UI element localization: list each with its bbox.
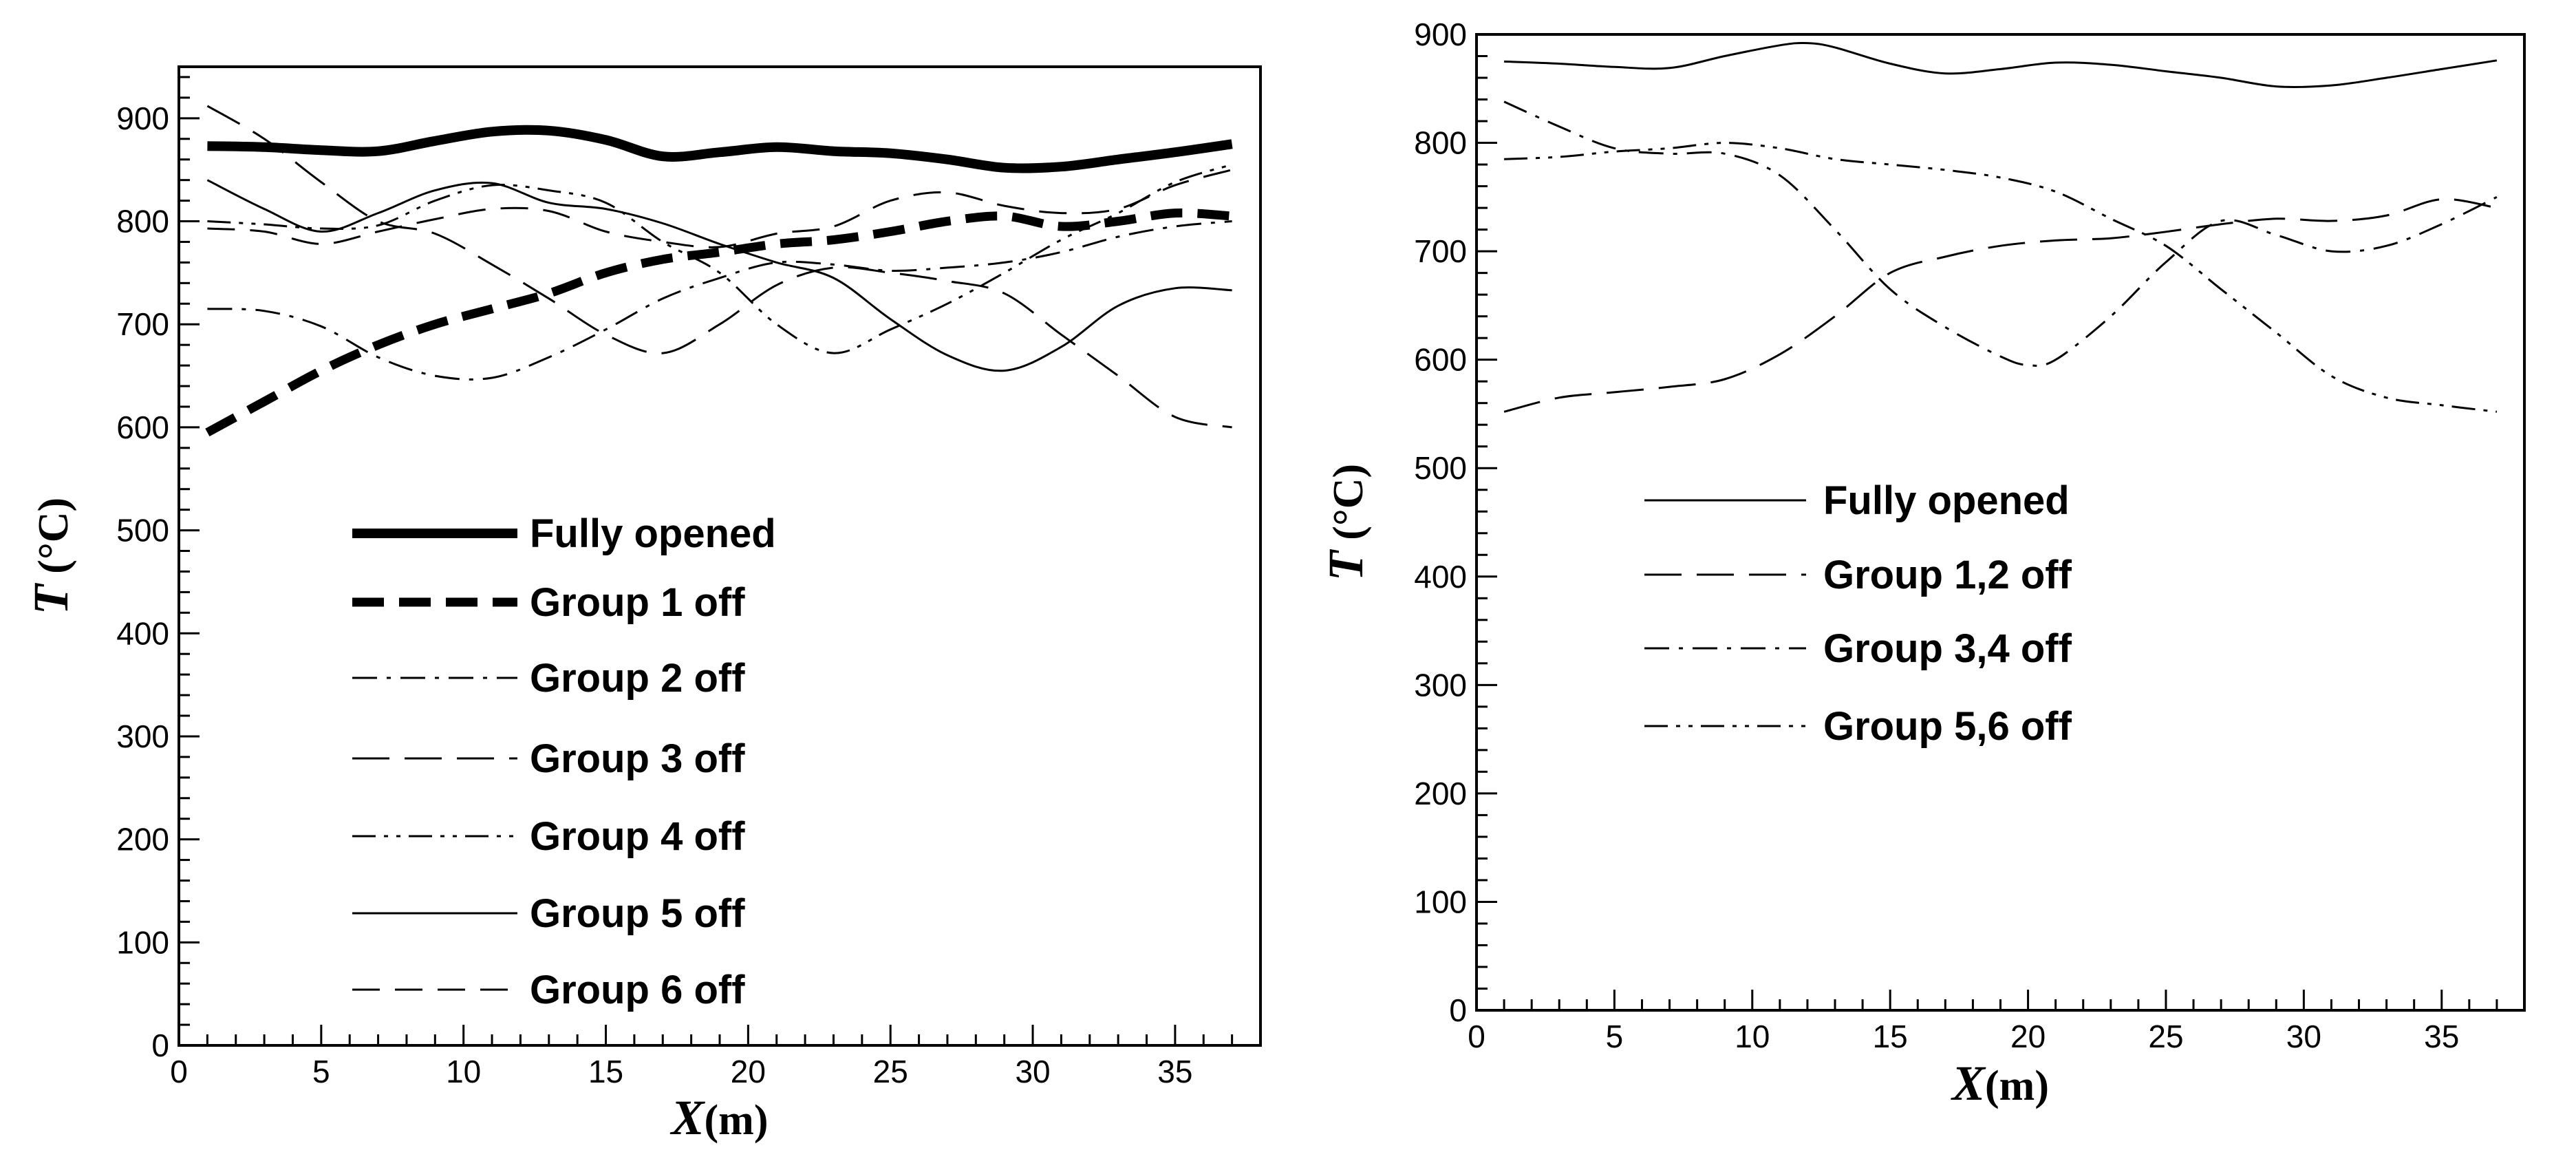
left-y-tick-label: 700 (116, 306, 169, 342)
left-x-tick-label: 35 (1157, 1054, 1192, 1089)
left-x-tick-label: 15 (588, 1054, 623, 1089)
left-y-tick-label: 900 (116, 100, 169, 136)
right-x-tick-label: 20 (2010, 1019, 2046, 1054)
left-legend-label: Group 6 off (530, 968, 745, 1012)
left-series-group-4-off (207, 163, 1233, 354)
left-y-tick-label: 0 (151, 1027, 169, 1063)
left-series-group-6-off (207, 169, 1232, 248)
right-y-axis-title: T (°C) (1318, 464, 1373, 581)
left-legend: Fully opened Group 1 off Group 2 off Group … (352, 511, 776, 1012)
left-legend-label: Group 2 off (530, 656, 745, 701)
left-y-tick-label: 600 (116, 409, 169, 445)
left-legend-label: Fully opened (530, 511, 776, 556)
right-x-axis-title: X(m) (1951, 1056, 2049, 1111)
left-y-tick-label: 100 (116, 924, 169, 960)
left-y-tick-label: 400 (116, 615, 169, 651)
right-y-tick-label: 900 (1414, 17, 1467, 52)
right-x-tick-label: 35 (2424, 1019, 2459, 1054)
left-x-tick-label: 20 (731, 1054, 766, 1089)
left-series-group-3-off (206, 105, 1232, 429)
right-x-tick-label: 10 (1735, 1019, 1770, 1054)
left-y-tick-label: 200 (116, 822, 169, 858)
left-x-tick-label: 25 (873, 1054, 908, 1089)
right-series-group-3-4-off (1503, 100, 2498, 367)
left-y-tick-label: 300 (116, 718, 169, 754)
right-chart: 0 5 10 15 20 25 30 35 0 100 200 300 400 500 600 700 800 9… (1318, 17, 2526, 1111)
right-y-tick-label: 500 (1414, 450, 1467, 486)
left-legend-label: Group 5 off (530, 891, 745, 936)
right-legend-label: Group 3,4 off (1823, 626, 2072, 671)
right-x-tick-label: 5 (1606, 1019, 1624, 1054)
right-series-fully-opened (1504, 41, 2498, 89)
right-y-tick-label: 400 (1414, 559, 1467, 595)
left-y-axis-title: T (°C) (23, 498, 78, 615)
left-x-tick-label: 5 (312, 1054, 330, 1089)
left-x-tick-label: 0 (170, 1054, 188, 1089)
right-series-group-5-6-off (1504, 142, 2498, 413)
right-x-tick-label: 15 (1873, 1019, 1908, 1054)
right-series-group-1-2-off (1503, 198, 2498, 413)
right-legend: Fully opened Group 1,2 off Group 3,4 off Gr… (1644, 478, 2072, 749)
left-x-tick-label: 30 (1015, 1054, 1050, 1089)
left-y-tick-label: 800 (116, 204, 169, 239)
left-series-group-2-off (207, 220, 1232, 381)
right-legend-label: Group 5,6 off (1823, 704, 2072, 749)
left-series-group-1-off (205, 208, 1232, 437)
right-y-tick-label: 700 (1414, 233, 1467, 269)
left-series-fully-opened (207, 125, 1233, 173)
right-y-tick-label: 600 (1414, 342, 1467, 378)
right-legend-label: Group 1,2 off (1823, 553, 2072, 597)
right-x-tick-label: 30 (2286, 1019, 2321, 1054)
right-x-tick-label: 0 (1468, 1019, 1485, 1054)
left-x-tick-label: 10 (446, 1054, 481, 1089)
left-legend-label: Group 4 off (530, 814, 745, 859)
right-y-tick-label: 800 (1414, 125, 1467, 161)
left-y-tick-label: 500 (116, 513, 169, 548)
left-series-group-5-off (206, 179, 1232, 372)
right-y-tick-label: 100 (1414, 884, 1467, 919)
left-legend-label: Group 1 off (530, 580, 745, 625)
right-y-tick-label: 0 (1449, 992, 1467, 1028)
left-x-axis-title: X(m) (670, 1090, 769, 1145)
right-y-tick-label: 300 (1414, 667, 1467, 703)
right-legend-label: Fully opened (1823, 478, 2070, 523)
right-y-tick-label: 200 (1414, 776, 1467, 811)
left-chart: 0 5 10 15 20 25 30 35 0 100 200 300 400 500 600 700 800 9… (23, 65, 1262, 1145)
left-legend-label: Group 3 off (530, 736, 745, 781)
right-x-tick-label: 25 (2148, 1019, 2183, 1054)
